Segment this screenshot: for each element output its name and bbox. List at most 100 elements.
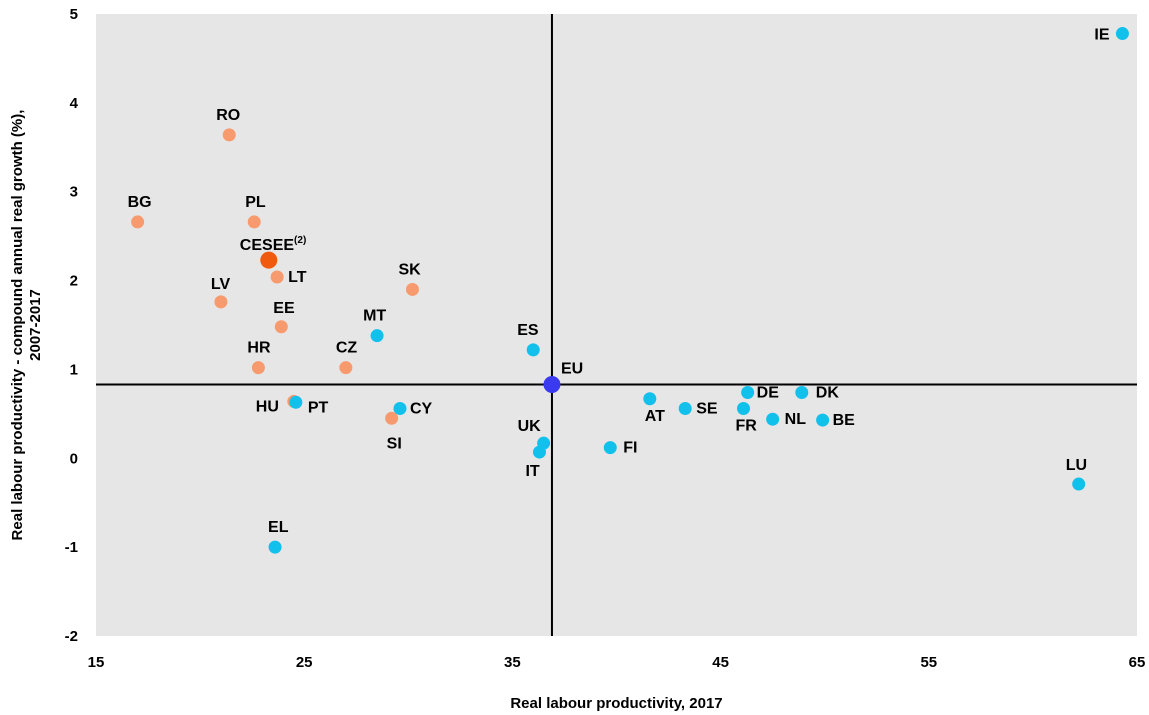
data-point — [603, 441, 617, 455]
data-point — [289, 395, 303, 409]
point-pt: PT — [289, 395, 329, 416]
chart-marks: IE RO BG PL CESEE(2) LT SK LV EE MT ES HR CZ EU DE DK AT… — [96, 14, 1137, 636]
point-es: ES — [517, 322, 540, 357]
point-cesee: CESEE(2) — [240, 235, 306, 269]
point-fr: FR — [736, 402, 758, 435]
y-tick-label: 5 — [70, 6, 78, 23]
point-hr: HR — [247, 340, 271, 375]
data-point-label: CESEE(2) — [240, 235, 306, 254]
point-bg: BG — [128, 194, 152, 229]
point-lu: LU — [1066, 457, 1087, 491]
point-se: SE — [678, 401, 718, 418]
y-axis-title-line-2: 2007-2017 — [27, 289, 44, 361]
plot-area — [96, 14, 1137, 636]
point-lv: LV — [211, 276, 231, 309]
point-dk: DK — [795, 385, 839, 402]
data-point — [526, 343, 540, 357]
data-point — [385, 411, 399, 425]
data-point — [1115, 27, 1129, 41]
data-point — [532, 445, 546, 459]
point-sk: SK — [398, 261, 421, 296]
point-pl: PL — [245, 194, 266, 229]
data-point — [131, 215, 145, 229]
data-point — [274, 320, 288, 334]
data-point-label: BG — [128, 194, 152, 211]
data-point — [405, 282, 419, 296]
point-fi: FI — [603, 440, 637, 457]
data-point — [393, 402, 407, 416]
y-tick-label: -2 — [65, 628, 78, 645]
point-lt: LT — [270, 269, 307, 286]
y-tick-label: 2 — [70, 273, 78, 290]
data-point-label: FR — [736, 418, 758, 435]
point-cy: CY — [393, 401, 433, 418]
data-point-label: UK — [518, 418, 542, 435]
data-point — [678, 402, 692, 416]
y-tick-label: -1 — [65, 539, 78, 556]
data-point-label: FI — [623, 440, 637, 457]
data-point-label: ES — [517, 322, 539, 339]
data-point — [370, 329, 384, 343]
point-at: AT — [643, 392, 665, 425]
data-point-label: RO — [216, 107, 240, 124]
data-point — [816, 413, 830, 427]
point-it: IT — [525, 445, 546, 480]
x-tick-label: 35 — [504, 654, 521, 671]
data-point — [260, 251, 278, 269]
data-point — [270, 270, 284, 284]
data-point — [214, 295, 228, 309]
data-point-label: EE — [273, 300, 295, 317]
point-cz: CZ — [336, 340, 358, 375]
data-point-label: SI — [387, 435, 402, 452]
data-point — [251, 361, 265, 375]
data-point-label: LT — [288, 269, 307, 286]
data-point-label: LU — [1066, 457, 1087, 474]
data-point-label: DK — [816, 385, 840, 402]
x-tick-label: 45 — [712, 654, 729, 671]
data-point — [247, 215, 261, 229]
data-point — [1072, 477, 1086, 491]
x-tick-label: 15 — [88, 654, 105, 671]
data-point-label: IE — [1094, 27, 1109, 44]
y-tick-label: 3 — [70, 184, 78, 201]
data-point-label: AT — [645, 408, 665, 425]
point-el: EL — [268, 519, 289, 554]
data-point-label: MT — [363, 308, 386, 325]
data-point — [741, 386, 755, 400]
data-point — [766, 412, 780, 426]
data-point — [737, 402, 751, 416]
data-point-label: HR — [247, 340, 271, 357]
data-point — [795, 386, 809, 400]
data-point-label: LV — [211, 276, 231, 293]
data-point — [222, 128, 236, 142]
data-point-label: IT — [525, 463, 539, 480]
point-nl: NL — [766, 411, 806, 428]
data-point — [543, 376, 561, 394]
data-point-label: SK — [398, 261, 421, 278]
y-tick-label: 4 — [70, 95, 79, 112]
data-point-label: NL — [785, 411, 807, 428]
point-ie: IE — [1094, 27, 1129, 44]
point-mt: MT — [363, 308, 386, 343]
data-point-label: PT — [308, 399, 329, 416]
data-point — [339, 361, 353, 375]
point-ee: EE — [273, 300, 295, 334]
y-axis-title-line-1: Real labour productivity - compound annu… — [9, 110, 26, 541]
data-point-label: CZ — [336, 340, 358, 357]
data-point-label: DE — [757, 385, 780, 402]
x-tick-label: 25 — [296, 654, 313, 671]
data-point — [643, 392, 657, 406]
data-point — [268, 540, 282, 554]
point-ro: RO — [216, 107, 240, 142]
x-tick-label: 55 — [920, 654, 937, 671]
point-be: BE — [816, 412, 855, 429]
data-point-label: EU — [561, 361, 583, 378]
x-axis-title: Real labour productivity, 2017 — [510, 695, 722, 712]
data-point-label: SE — [696, 401, 718, 418]
data-point-label: EL — [268, 519, 289, 536]
data-point-label: CY — [410, 401, 433, 418]
point-si: SI — [385, 411, 402, 452]
data-point-label: PL — [245, 194, 266, 211]
